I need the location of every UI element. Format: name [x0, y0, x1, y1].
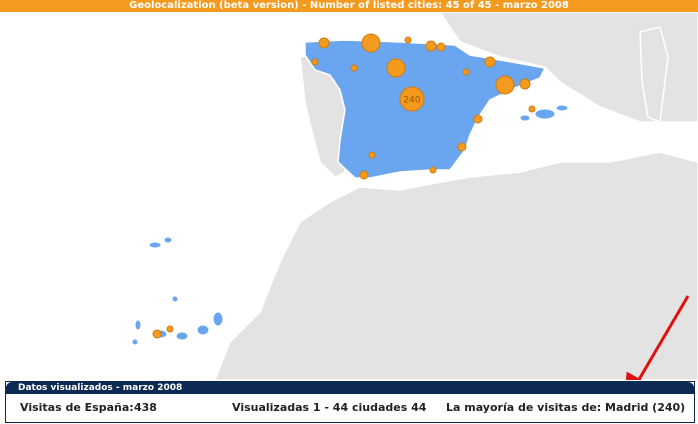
bubble — [368, 151, 376, 159]
top-city: La mayoría de visitas de: Madrid (240) — [446, 401, 686, 414]
red-arrow — [625, 295, 690, 380]
bubble — [311, 58, 319, 66]
bubble — [359, 170, 369, 180]
bubble — [436, 42, 446, 52]
visits-value: 438 — [134, 401, 157, 414]
footer: Datos visualizados - marzo 2008 Visitas … — [5, 381, 695, 423]
spain — [304, 39, 547, 179]
island — [212, 311, 224, 327]
island — [175, 331, 189, 341]
island — [534, 108, 556, 120]
city-bubbles — [152, 33, 536, 339]
bubble — [462, 68, 470, 76]
france-italy — [439, 12, 698, 123]
bubble — [404, 36, 412, 44]
island — [163, 236, 173, 244]
island — [196, 324, 210, 336]
bubble — [528, 105, 536, 113]
bubble — [350, 64, 358, 72]
bubble — [495, 75, 515, 95]
bubble — [429, 166, 437, 174]
bubble — [399, 86, 425, 112]
footer-heading: Datos visualizados - marzo 2008 — [6, 382, 694, 394]
island — [555, 104, 569, 112]
shown-cities: Visualizadas 1 - 44 ciudades 44 — [232, 401, 427, 414]
corsica-sardinia — [639, 26, 669, 124]
bubble-label: 240 — [403, 96, 420, 106]
bubble — [484, 56, 496, 68]
island — [519, 114, 531, 122]
africa — [214, 151, 698, 380]
islands — [131, 104, 569, 346]
arrow-shaft — [636, 295, 690, 380]
land — [214, 12, 698, 380]
island — [134, 319, 142, 331]
bubble — [386, 58, 406, 78]
bubble — [361, 33, 381, 53]
map: 240 — [131, 12, 698, 380]
bubble — [519, 78, 531, 90]
visits-label: Visitas de España: — [20, 401, 134, 414]
bubble — [425, 40, 437, 52]
island — [148, 241, 162, 249]
island — [131, 338, 139, 346]
bubble — [473, 114, 483, 124]
bubble — [457, 142, 467, 152]
island — [171, 295, 179, 303]
bubble — [152, 329, 162, 339]
header-title: Geolocalization (beta version) - Number … — [0, 0, 698, 12]
arrow-head — [625, 371, 642, 380]
bubble — [318, 37, 330, 49]
bubble — [166, 325, 174, 333]
